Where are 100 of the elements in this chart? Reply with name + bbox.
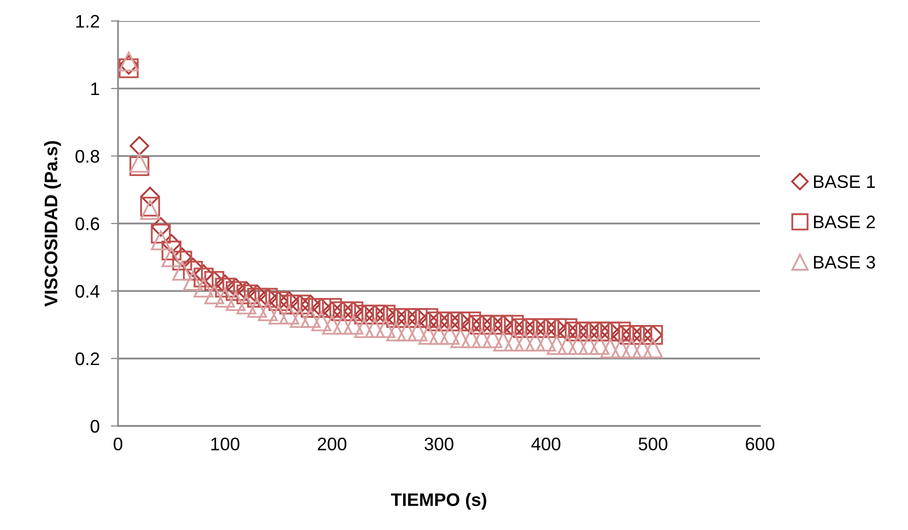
point — [258, 301, 278, 322]
point — [247, 298, 268, 318]
point — [140, 200, 160, 220]
y-tick-label: 0.8 — [76, 150, 100, 163]
point — [418, 308, 438, 328]
point — [440, 324, 460, 345]
point — [354, 318, 374, 338]
point — [546, 335, 567, 355]
point — [140, 196, 160, 217]
point — [215, 274, 235, 294]
x-tick-label: 500 — [638, 438, 668, 450]
point — [568, 335, 588, 355]
point — [504, 318, 524, 338]
point — [332, 314, 353, 335]
point — [162, 234, 182, 254]
point — [536, 332, 556, 352]
point — [150, 230, 171, 250]
point — [247, 288, 268, 308]
x-tick-label: 400 — [531, 438, 560, 450]
point — [343, 314, 364, 335]
point — [162, 247, 182, 268]
point — [150, 224, 171, 244]
point — [525, 332, 546, 352]
point — [118, 52, 139, 72]
point — [118, 58, 139, 78]
point — [590, 335, 610, 355]
y-axis-title: VISCOSIDAD (Pa.s) — [44, 141, 61, 307]
point — [461, 328, 482, 348]
legend-label: BASE 3 — [814, 256, 875, 269]
point — [610, 338, 631, 358]
point — [450, 328, 470, 348]
point — [504, 332, 524, 352]
point — [322, 314, 342, 335]
point — [129, 152, 150, 173]
point — [300, 294, 320, 314]
point — [632, 338, 652, 358]
point — [461, 311, 482, 332]
point — [408, 322, 428, 342]
point — [236, 294, 256, 314]
point — [226, 291, 246, 312]
point — [118, 55, 138, 75]
point — [557, 335, 578, 355]
point — [247, 284, 267, 304]
point — [493, 332, 514, 352]
point — [311, 311, 332, 332]
point — [514, 332, 535, 352]
point — [600, 338, 620, 358]
point — [279, 291, 299, 311]
x-tick-label: 0 — [114, 438, 122, 450]
point — [386, 322, 406, 342]
point — [236, 281, 256, 301]
point — [182, 270, 203, 291]
x-axis-title: TIEMPO (s) — [391, 492, 486, 510]
point — [162, 240, 182, 260]
y-tick-label: 1.2 — [76, 14, 100, 28]
point — [418, 324, 438, 345]
point — [322, 298, 342, 318]
x-tick-label: 200 — [318, 438, 346, 450]
point — [172, 248, 192, 267]
point — [558, 322, 578, 342]
y-tick-label: 1 — [91, 82, 100, 96]
point — [504, 314, 524, 335]
point — [643, 338, 663, 358]
point — [300, 308, 321, 328]
point — [376, 318, 396, 338]
point — [300, 298, 321, 318]
point — [215, 278, 235, 298]
point — [290, 308, 310, 328]
point — [268, 304, 288, 325]
legend-label: BASE 1 — [814, 175, 875, 188]
point — [610, 322, 631, 342]
x-tick-label: 600 — [746, 438, 774, 450]
point — [364, 318, 385, 338]
point — [461, 315, 481, 334]
point — [279, 294, 300, 314]
point — [130, 136, 150, 156]
point — [611, 325, 631, 345]
point — [226, 281, 246, 301]
point — [429, 324, 449, 345]
point — [322, 302, 342, 321]
point — [557, 318, 578, 338]
y-tick-label: 0.2 — [76, 352, 100, 366]
point — [172, 250, 192, 271]
x-tick-label: 100 — [211, 438, 240, 450]
point — [129, 156, 150, 176]
point — [215, 288, 235, 308]
point — [482, 328, 502, 348]
point — [140, 186, 160, 206]
point — [194, 268, 214, 288]
point — [204, 284, 224, 304]
y-tick-label: 0.4 — [76, 284, 100, 298]
point — [182, 260, 203, 281]
y-tick-label: 0 — [90, 420, 100, 433]
x-tick-label: 300 — [424, 438, 454, 450]
y-tick-label: 0.6 — [76, 217, 100, 230]
point — [418, 312, 438, 332]
point — [194, 278, 214, 298]
point — [151, 217, 171, 237]
point — [578, 335, 599, 355]
point — [226, 278, 246, 298]
